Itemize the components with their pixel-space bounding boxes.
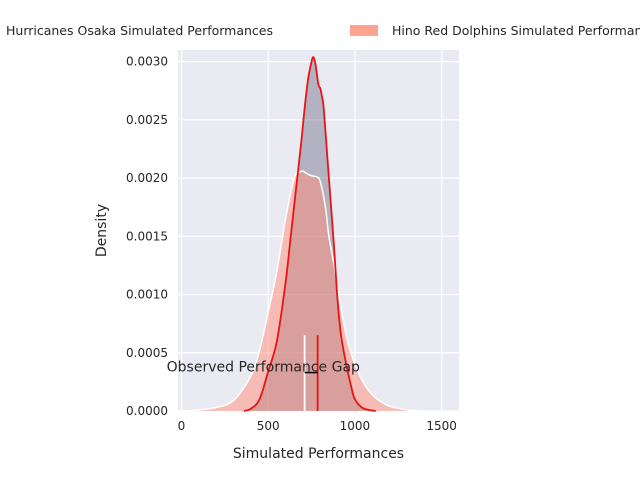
x-tick-label: 0 — [178, 419, 186, 433]
observed-lines — [303, 335, 319, 411]
density-area-hino — [181, 171, 442, 412]
y-tick-label: 0.0025 — [126, 113, 168, 127]
x-tick-label: 500 — [257, 419, 280, 433]
y-tick-label: 0.0010 — [126, 288, 168, 302]
y-tick-label: 0.0000 — [126, 404, 168, 418]
x-tick-labels: 0 500 1000 1500 — [178, 419, 457, 433]
legend-label-hino: Hino Red Dolphins Simulated Performances — [392, 23, 640, 38]
gridlines — [178, 50, 459, 412]
legend-swatch-hino — [350, 25, 378, 36]
x-tick-label: 1000 — [340, 419, 371, 433]
x-axis-label: Simulated Performances — [233, 446, 404, 462]
legend-label-hurricanes: Hurricanes Osaka Simulated Performances — [6, 23, 273, 38]
y-tick-label: 0.0030 — [126, 55, 168, 69]
gap-annotation: Observed Performance Gap — [167, 360, 360, 376]
y-tick-label: 0.0005 — [126, 346, 168, 360]
x-tick-label: 1500 — [426, 419, 457, 433]
density-line-hino — [181, 170, 442, 412]
legend: Hurricanes Osaka Simulated Performances … — [6, 23, 640, 38]
density-areas — [181, 56, 442, 412]
y-tick-labels: 0.0000 0.0005 0.0010 0.0015 0.0020 0.0025 0.00… — [126, 55, 168, 418]
density-line-hurricanes — [243, 56, 376, 412]
y-axis-label: Density — [94, 204, 110, 257]
y-tick-label: 0.0020 — [126, 171, 168, 185]
y-tick-label: 0.0015 — [126, 229, 168, 243]
